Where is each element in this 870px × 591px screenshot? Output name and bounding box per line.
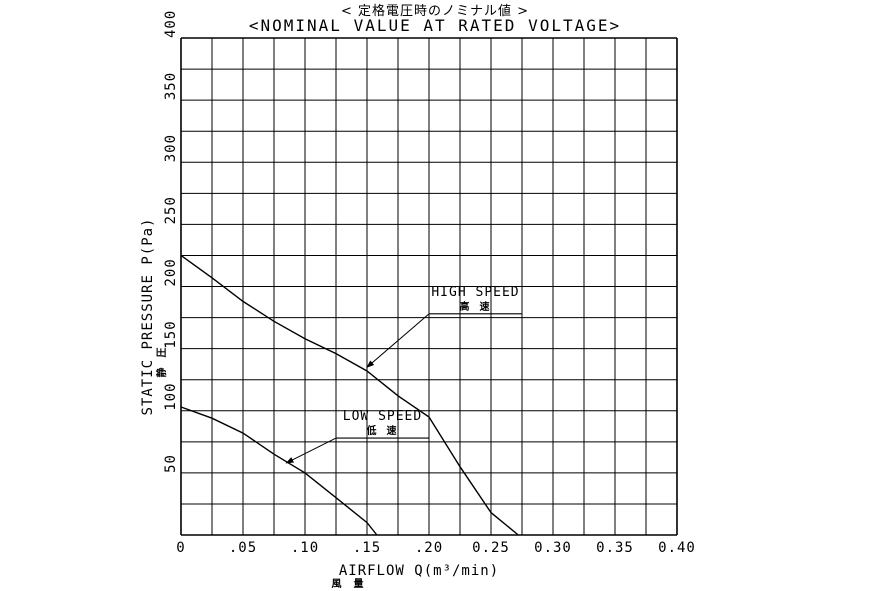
y-tick-label: 200 bbox=[163, 258, 179, 286]
high-speed-leader-arrow bbox=[366, 313, 430, 368]
y-tick-label: 400 bbox=[163, 10, 179, 38]
y-tick-label: 350 bbox=[163, 72, 179, 100]
grid bbox=[180, 37, 678, 536]
x-tick-label: .10 bbox=[291, 540, 319, 556]
x-tick-label: 0.30 bbox=[534, 540, 572, 556]
y-tick-label: 50 bbox=[163, 454, 179, 473]
x-tick-label: .05 bbox=[229, 540, 257, 556]
curves bbox=[180, 254, 519, 536]
high-speed-label: HIGH SPEED bbox=[431, 285, 519, 300]
y-tick-label: 250 bbox=[163, 196, 179, 224]
y-axis-title: STATIC PRESSURE P(Pa) bbox=[140, 217, 156, 415]
y-tick-label: 150 bbox=[163, 320, 179, 348]
x-tick-label: 0.40 bbox=[658, 540, 696, 556]
x-tick-label: 0.25 bbox=[472, 540, 510, 556]
high-speed-label-japanese: 高 速 bbox=[459, 300, 491, 313]
low-speed-label: LOW SPEED bbox=[343, 409, 422, 424]
y-axis-title-japanese: 静 圧 bbox=[155, 345, 168, 377]
x-tick-label: .15 bbox=[353, 540, 381, 556]
x-tick-label: 0.35 bbox=[596, 540, 634, 556]
low-speed-curve bbox=[180, 406, 378, 536]
tick-labels: 0 .05 .10 .15 .20 0.25 0.30 0.35 0.40 50 100 150 200… bbox=[163, 10, 696, 556]
x-axis-title: AIRFLOW Q(m³/min) bbox=[339, 563, 499, 579]
low-speed-label-japanese: 低 速 bbox=[365, 424, 398, 437]
y-tick-label: 100 bbox=[163, 382, 179, 410]
low-speed-leader-arrow bbox=[285, 437, 337, 464]
chart-title: <NOMINAL VALUE AT RATED VOLTAGE> bbox=[248, 16, 622, 35]
x-axis-title-japanese: 風 量 bbox=[331, 577, 366, 590]
x-tick-label: 0 bbox=[176, 540, 185, 556]
x-tick-label: .20 bbox=[415, 540, 443, 556]
chart-title-japanese: < 定格電圧時のノミナル値 > bbox=[340, 4, 530, 19]
high-speed-curve bbox=[180, 254, 519, 536]
y-tick-label: 300 bbox=[163, 134, 179, 162]
